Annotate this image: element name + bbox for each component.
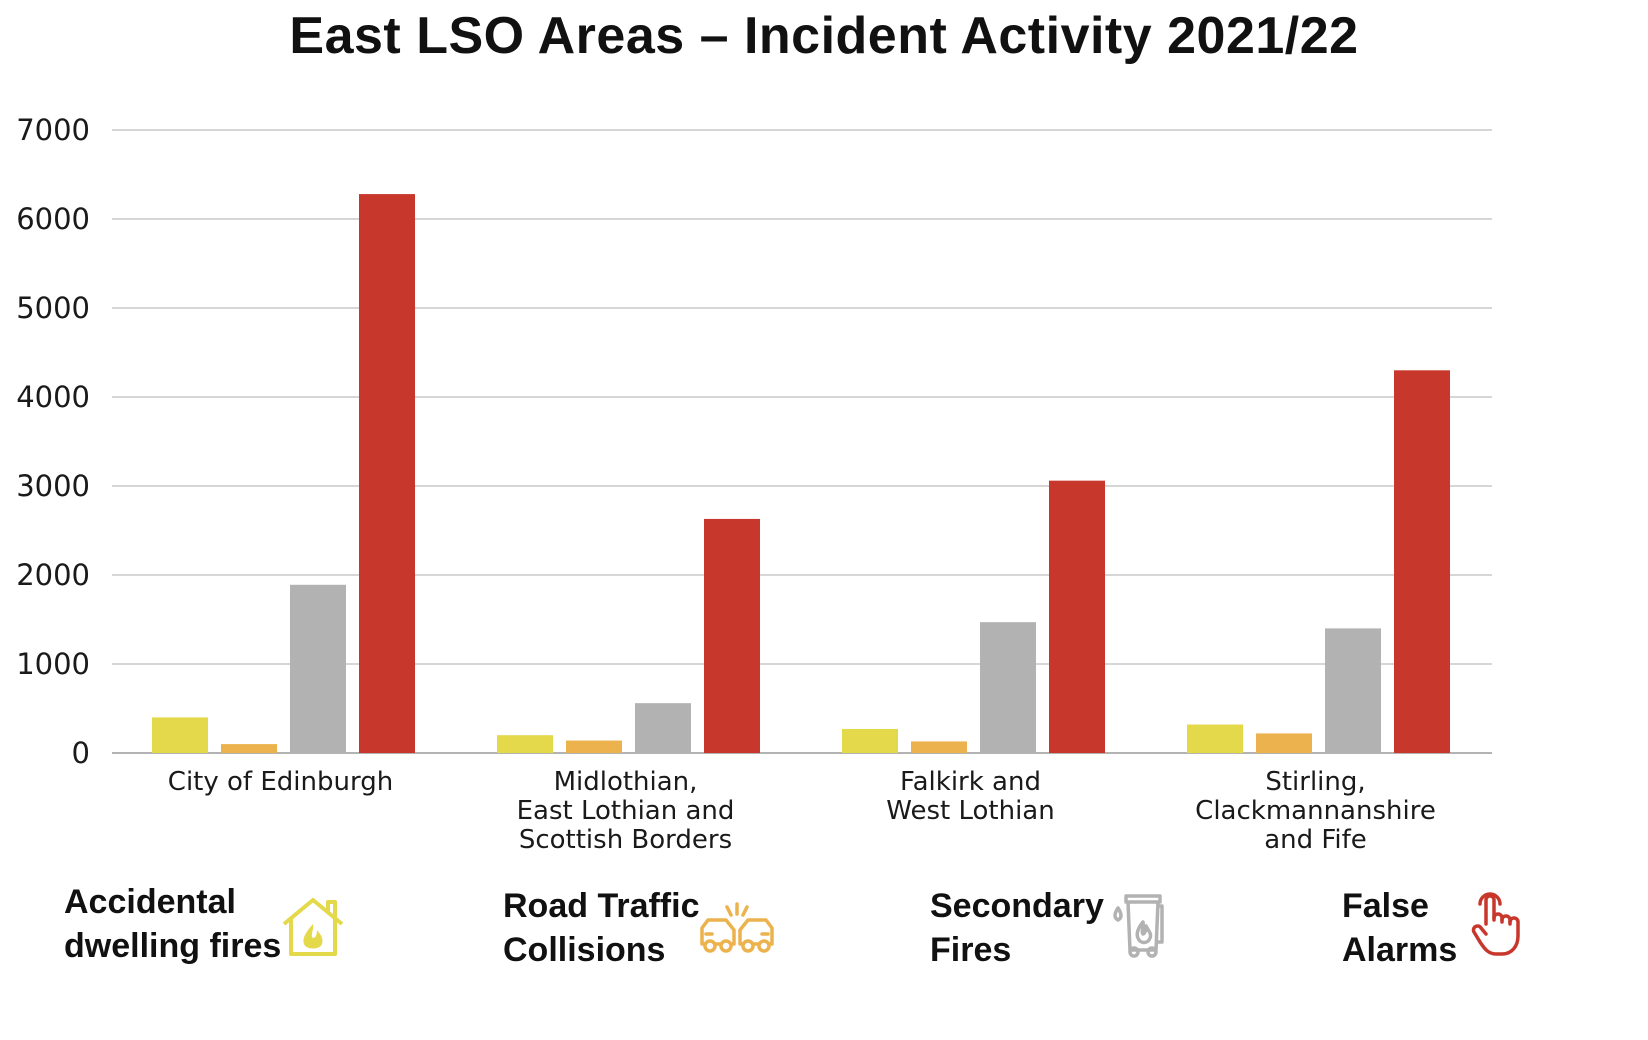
legend-label: Accidental dwelling fires bbox=[64, 883, 282, 965]
pointing-hand-icon bbox=[1470, 890, 1522, 962]
legend-item-false-alarms: False Alarms bbox=[1342, 884, 1457, 972]
y-tick-label: 7000 bbox=[16, 113, 90, 147]
y-tick-label: 3000 bbox=[16, 469, 90, 503]
bar bbox=[1049, 480, 1105, 753]
y-tick-label: 5000 bbox=[16, 291, 90, 325]
bar bbox=[566, 740, 622, 753]
y-axis: 0 1000 2000 3000 4000 5000 6000 7000 bbox=[16, 113, 90, 770]
bar bbox=[1187, 724, 1243, 753]
bar bbox=[221, 744, 277, 753]
bar bbox=[359, 194, 415, 753]
bar bbox=[704, 518, 760, 753]
bar bbox=[980, 622, 1036, 753]
x-category-label: Falkirk and West Lothian bbox=[886, 767, 1054, 826]
legend-label: Road Traffic Collisions bbox=[503, 887, 700, 969]
bar bbox=[842, 728, 898, 753]
legend-item-road-traffic-collisions: Road Traffic Collisions bbox=[503, 884, 699, 972]
legend-label: False Alarms bbox=[1342, 887, 1458, 969]
bar bbox=[497, 735, 553, 753]
bar bbox=[1394, 370, 1450, 753]
bar bbox=[290, 584, 346, 753]
y-tick-label: 6000 bbox=[16, 202, 90, 236]
bar bbox=[635, 703, 691, 753]
y-tick-label: 0 bbox=[72, 736, 90, 770]
x-category-label: Midlothian, East Lothian and Scottish Bord… bbox=[517, 767, 735, 855]
x-category-label: City of Edinburgh bbox=[168, 767, 393, 797]
bar-chart: 0 1000 2000 3000 4000 5000 6000 7000 City of Ed… bbox=[16, 113, 1492, 855]
bars bbox=[152, 194, 1450, 753]
bar bbox=[152, 717, 208, 753]
legend-label: Secondary Fires bbox=[930, 887, 1104, 969]
y-tick-label: 4000 bbox=[16, 380, 90, 414]
car-collision-icon bbox=[700, 902, 774, 962]
bar bbox=[1256, 733, 1312, 753]
bin-fire-icon bbox=[1110, 892, 1166, 962]
bar bbox=[911, 741, 967, 753]
y-tick-label: 1000 bbox=[16, 647, 90, 681]
house-fire-icon bbox=[280, 894, 346, 964]
chart-title: East LSO Areas – Incident Activity 2021/… bbox=[289, 7, 1359, 65]
x-axis: City of Edinburgh Midlothian, East Lothian… bbox=[168, 767, 1436, 855]
bar bbox=[1325, 628, 1381, 753]
x-category-label: Stirling, Clackmannanshire and Fife bbox=[1195, 767, 1436, 855]
y-tick-label: 2000 bbox=[16, 558, 90, 592]
legend-item-accidental-dwelling-fires: Accidental dwelling fires bbox=[64, 880, 281, 968]
legend-item-secondary-fires: Secondary Fires bbox=[930, 884, 1104, 972]
